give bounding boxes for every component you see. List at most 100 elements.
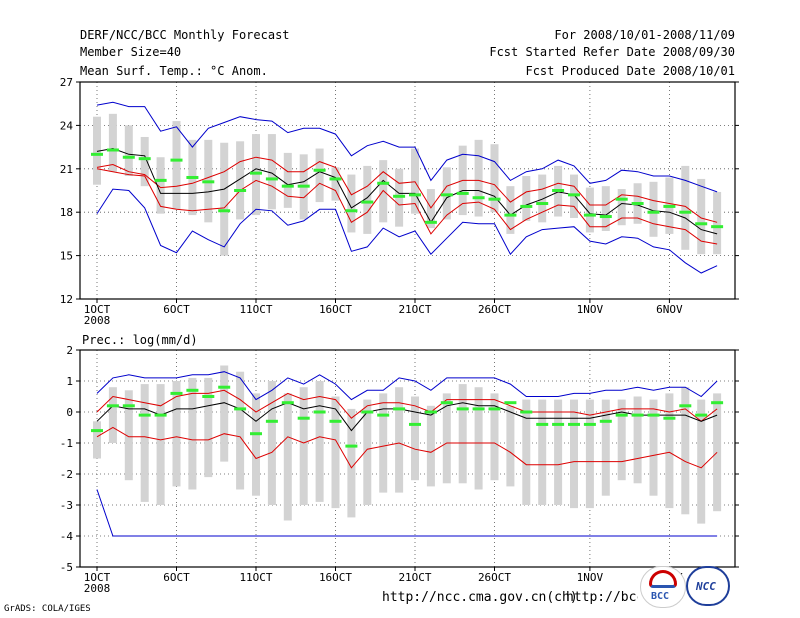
- temp-mean-marker: [536, 202, 549, 206]
- temp-year-label: 2008: [84, 314, 111, 327]
- prec-mean-marker: [138, 413, 151, 417]
- temp-xtick-label: 1NOV: [577, 303, 604, 316]
- temp-range-bar: [538, 174, 547, 223]
- prec-ytick-label: 2: [66, 344, 73, 357]
- prec-range-bar: [172, 381, 181, 487]
- prec-range-bar: [331, 396, 340, 509]
- prec-range-bar: [522, 399, 531, 505]
- temp-range-bar: [108, 113, 117, 172]
- prec-range-bar: [585, 399, 594, 509]
- prec-range-bar: [379, 393, 388, 493]
- prec-range-bar: [156, 384, 165, 505]
- prec-range-bar: [538, 399, 547, 505]
- prec-xtick-label: 6OCT: [163, 571, 190, 584]
- prec-range-bar: [617, 399, 626, 481]
- prec-mean-marker: [615, 413, 628, 417]
- temp-range-bar: [283, 152, 292, 208]
- prec-range-bar: [363, 399, 372, 505]
- prec-range-bar: [220, 365, 229, 462]
- prec-mean-marker: [456, 407, 469, 411]
- bcc-logo: BCC: [640, 566, 686, 608]
- temp-range-bar: [601, 186, 610, 232]
- temp-range-bar: [697, 178, 706, 255]
- temp-xtick-label: 26OCT: [478, 303, 511, 316]
- temp-mean-marker: [472, 196, 485, 200]
- prec-mean-marker: [297, 416, 310, 420]
- prec-xtick-label: 16OCT: [319, 571, 352, 584]
- temp-range-bar: [156, 157, 165, 214]
- prec-mean-marker: [631, 413, 644, 417]
- temp-mean-marker: [631, 202, 644, 206]
- temp-mean-marker: [695, 222, 708, 226]
- footer-url-ncc[interactable]: http://ncc.cma.gov.cn(ch): [382, 590, 578, 605]
- prec-range-bar: [506, 405, 515, 487]
- prec-mean-marker: [536, 422, 549, 426]
- started-date: Fcst Started Refer Date 2008/09/30: [489, 45, 735, 59]
- prec-median-line: [96, 402, 718, 432]
- prec-xtick-label: 1OCT: [84, 571, 111, 584]
- prec-mean-marker: [663, 416, 676, 420]
- prec-mean-marker: [281, 401, 294, 405]
- temp-upper-line: [96, 156, 718, 223]
- temp-mean-marker: [170, 158, 183, 162]
- temp-range-bar: [236, 141, 245, 220]
- prec-mean-marker: [250, 432, 262, 436]
- prec-range-bar: [140, 384, 149, 502]
- temp-mean-marker: [440, 193, 453, 197]
- chart-title: DERF/NCC/BCC Monthly Forecast: [80, 28, 290, 42]
- grads-credit: GrADS: COLA/IGES: [4, 604, 91, 614]
- prec-range-bar: [204, 377, 213, 478]
- footer-url-bcc[interactable]: http://bcc.cma.gov.cn: [566, 591, 638, 605]
- prec-mean-marker: [583, 422, 596, 426]
- prec-range-bar: [601, 399, 610, 496]
- temp-min-line: [96, 188, 718, 274]
- temp-mean-marker: [520, 204, 533, 208]
- prec-mean-marker: [424, 410, 437, 414]
- prec-mean-marker: [202, 395, 215, 398]
- temp-mean-marker: [424, 220, 437, 224]
- temp-mean-marker: [583, 213, 596, 217]
- prec-mean-marker: [647, 413, 660, 417]
- prec-range-bar: [426, 405, 435, 487]
- temp-range-bar: [506, 186, 515, 234]
- prec-range-bar: [124, 390, 133, 481]
- prec-range-bar: [442, 393, 451, 484]
- temp-ytick-label: 12: [60, 293, 73, 306]
- prec-range-bar: [697, 399, 706, 524]
- prec-range-bar: [570, 399, 578, 509]
- prec-mean-marker: [393, 407, 406, 411]
- temp-range-bar: [331, 167, 340, 201]
- prec-range-bar: [93, 421, 101, 459]
- temp-range-bar: [522, 176, 531, 221]
- prec-mean-marker: [329, 419, 342, 423]
- temp-xtick-label: 6NOV: [656, 303, 683, 316]
- prec-mean-marker: [154, 413, 167, 417]
- prec-range-bar: [252, 393, 260, 496]
- prec-mean-marker: [520, 410, 533, 414]
- prec-mean-marker: [218, 385, 231, 389]
- forecast-period: For 2008/10/01-2008/11/09: [554, 28, 735, 42]
- temp-mean-marker: [313, 168, 326, 172]
- temp-mean-marker: [122, 155, 135, 159]
- prec-ytick-label: 1: [66, 375, 73, 388]
- prec-upper-line: [96, 389, 718, 422]
- prec-mean-marker: [472, 407, 485, 411]
- temp-range-bar: [267, 134, 276, 210]
- temp-range-bar: [124, 125, 133, 177]
- temp-mean-marker: [202, 180, 215, 184]
- prec-mean-marker: [552, 422, 565, 426]
- prec-mean-marker: [504, 401, 517, 405]
- prec-range-bar: [395, 387, 404, 493]
- produced-date: Fcst Produced Date 2008/10/01: [525, 64, 735, 78]
- prec-range-bar: [633, 396, 642, 484]
- prec-range-bar: [283, 393, 292, 521]
- temp-mean-marker: [218, 209, 231, 213]
- temp-mean-marker: [409, 193, 421, 197]
- temp-range-bar: [713, 191, 722, 255]
- prec-mean-marker: [122, 404, 135, 408]
- prec-range-bar: [267, 381, 276, 505]
- temp-range-bar: [172, 121, 181, 210]
- prec-frame: [79, 349, 736, 568]
- prec-ytick-label: 0: [66, 406, 73, 419]
